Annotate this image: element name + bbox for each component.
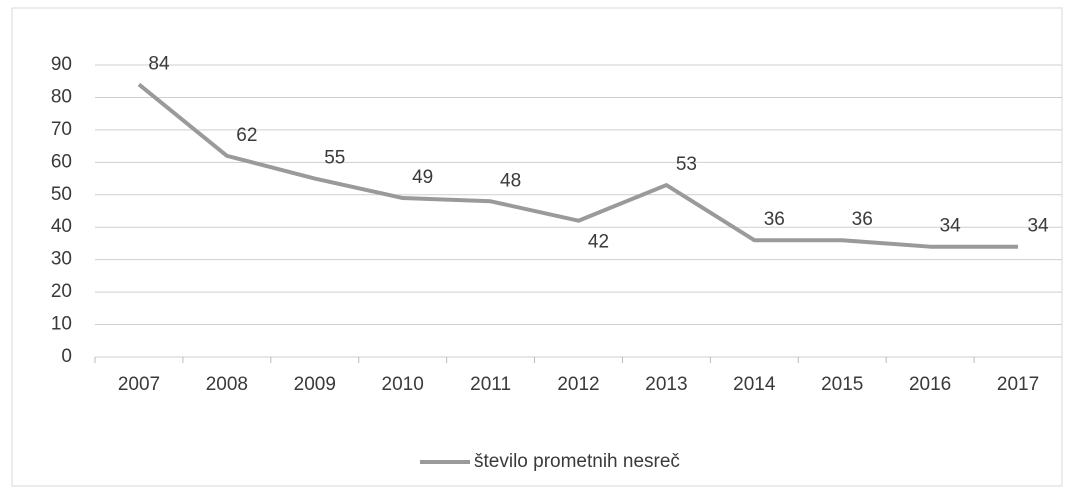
data-label: 53 bbox=[676, 154, 697, 175]
y-tick-label: 60 bbox=[51, 151, 72, 172]
x-tick-label: 2017 bbox=[997, 374, 1039, 395]
y-tick-label: 0 bbox=[61, 346, 72, 367]
data-label: 49 bbox=[412, 167, 433, 188]
y-tick-label: 20 bbox=[51, 281, 72, 302]
data-label: 36 bbox=[764, 209, 785, 230]
x-tick-label: 2008 bbox=[206, 374, 248, 395]
x-tick-label: 2007 bbox=[118, 374, 160, 395]
chart-border bbox=[11, 7, 1063, 487]
legend-label: število prometnih nesreč bbox=[474, 451, 680, 472]
data-label: 55 bbox=[324, 148, 345, 169]
x-tick-label: 2013 bbox=[645, 374, 687, 395]
data-label: 42 bbox=[588, 232, 609, 253]
data-label: 84 bbox=[148, 53, 170, 74]
x-tick-label: 2015 bbox=[821, 374, 863, 395]
data-label: 48 bbox=[500, 170, 521, 191]
y-tick-label: 70 bbox=[51, 119, 72, 140]
y-tick-label: 40 bbox=[51, 216, 72, 237]
x-tick-label: 2009 bbox=[294, 374, 336, 395]
y-tick-label: 10 bbox=[51, 314, 72, 335]
data-label: 36 bbox=[852, 209, 873, 230]
data-label: 34 bbox=[1027, 216, 1049, 237]
data-label: 62 bbox=[236, 125, 257, 146]
x-tick-label: 2016 bbox=[909, 374, 951, 395]
x-tick-label: 2012 bbox=[557, 374, 599, 395]
data-label: 34 bbox=[940, 216, 962, 237]
y-tick-label: 50 bbox=[51, 184, 72, 205]
x-tick-label: 2014 bbox=[733, 374, 776, 395]
y-tick-label: 30 bbox=[51, 249, 72, 270]
y-tick-label: 90 bbox=[51, 54, 72, 75]
y-tick-label: 80 bbox=[51, 86, 72, 107]
data-line bbox=[137, 82, 1019, 249]
x-tick-label: 2010 bbox=[382, 374, 424, 395]
x-tick-label: 2011 bbox=[470, 374, 511, 395]
